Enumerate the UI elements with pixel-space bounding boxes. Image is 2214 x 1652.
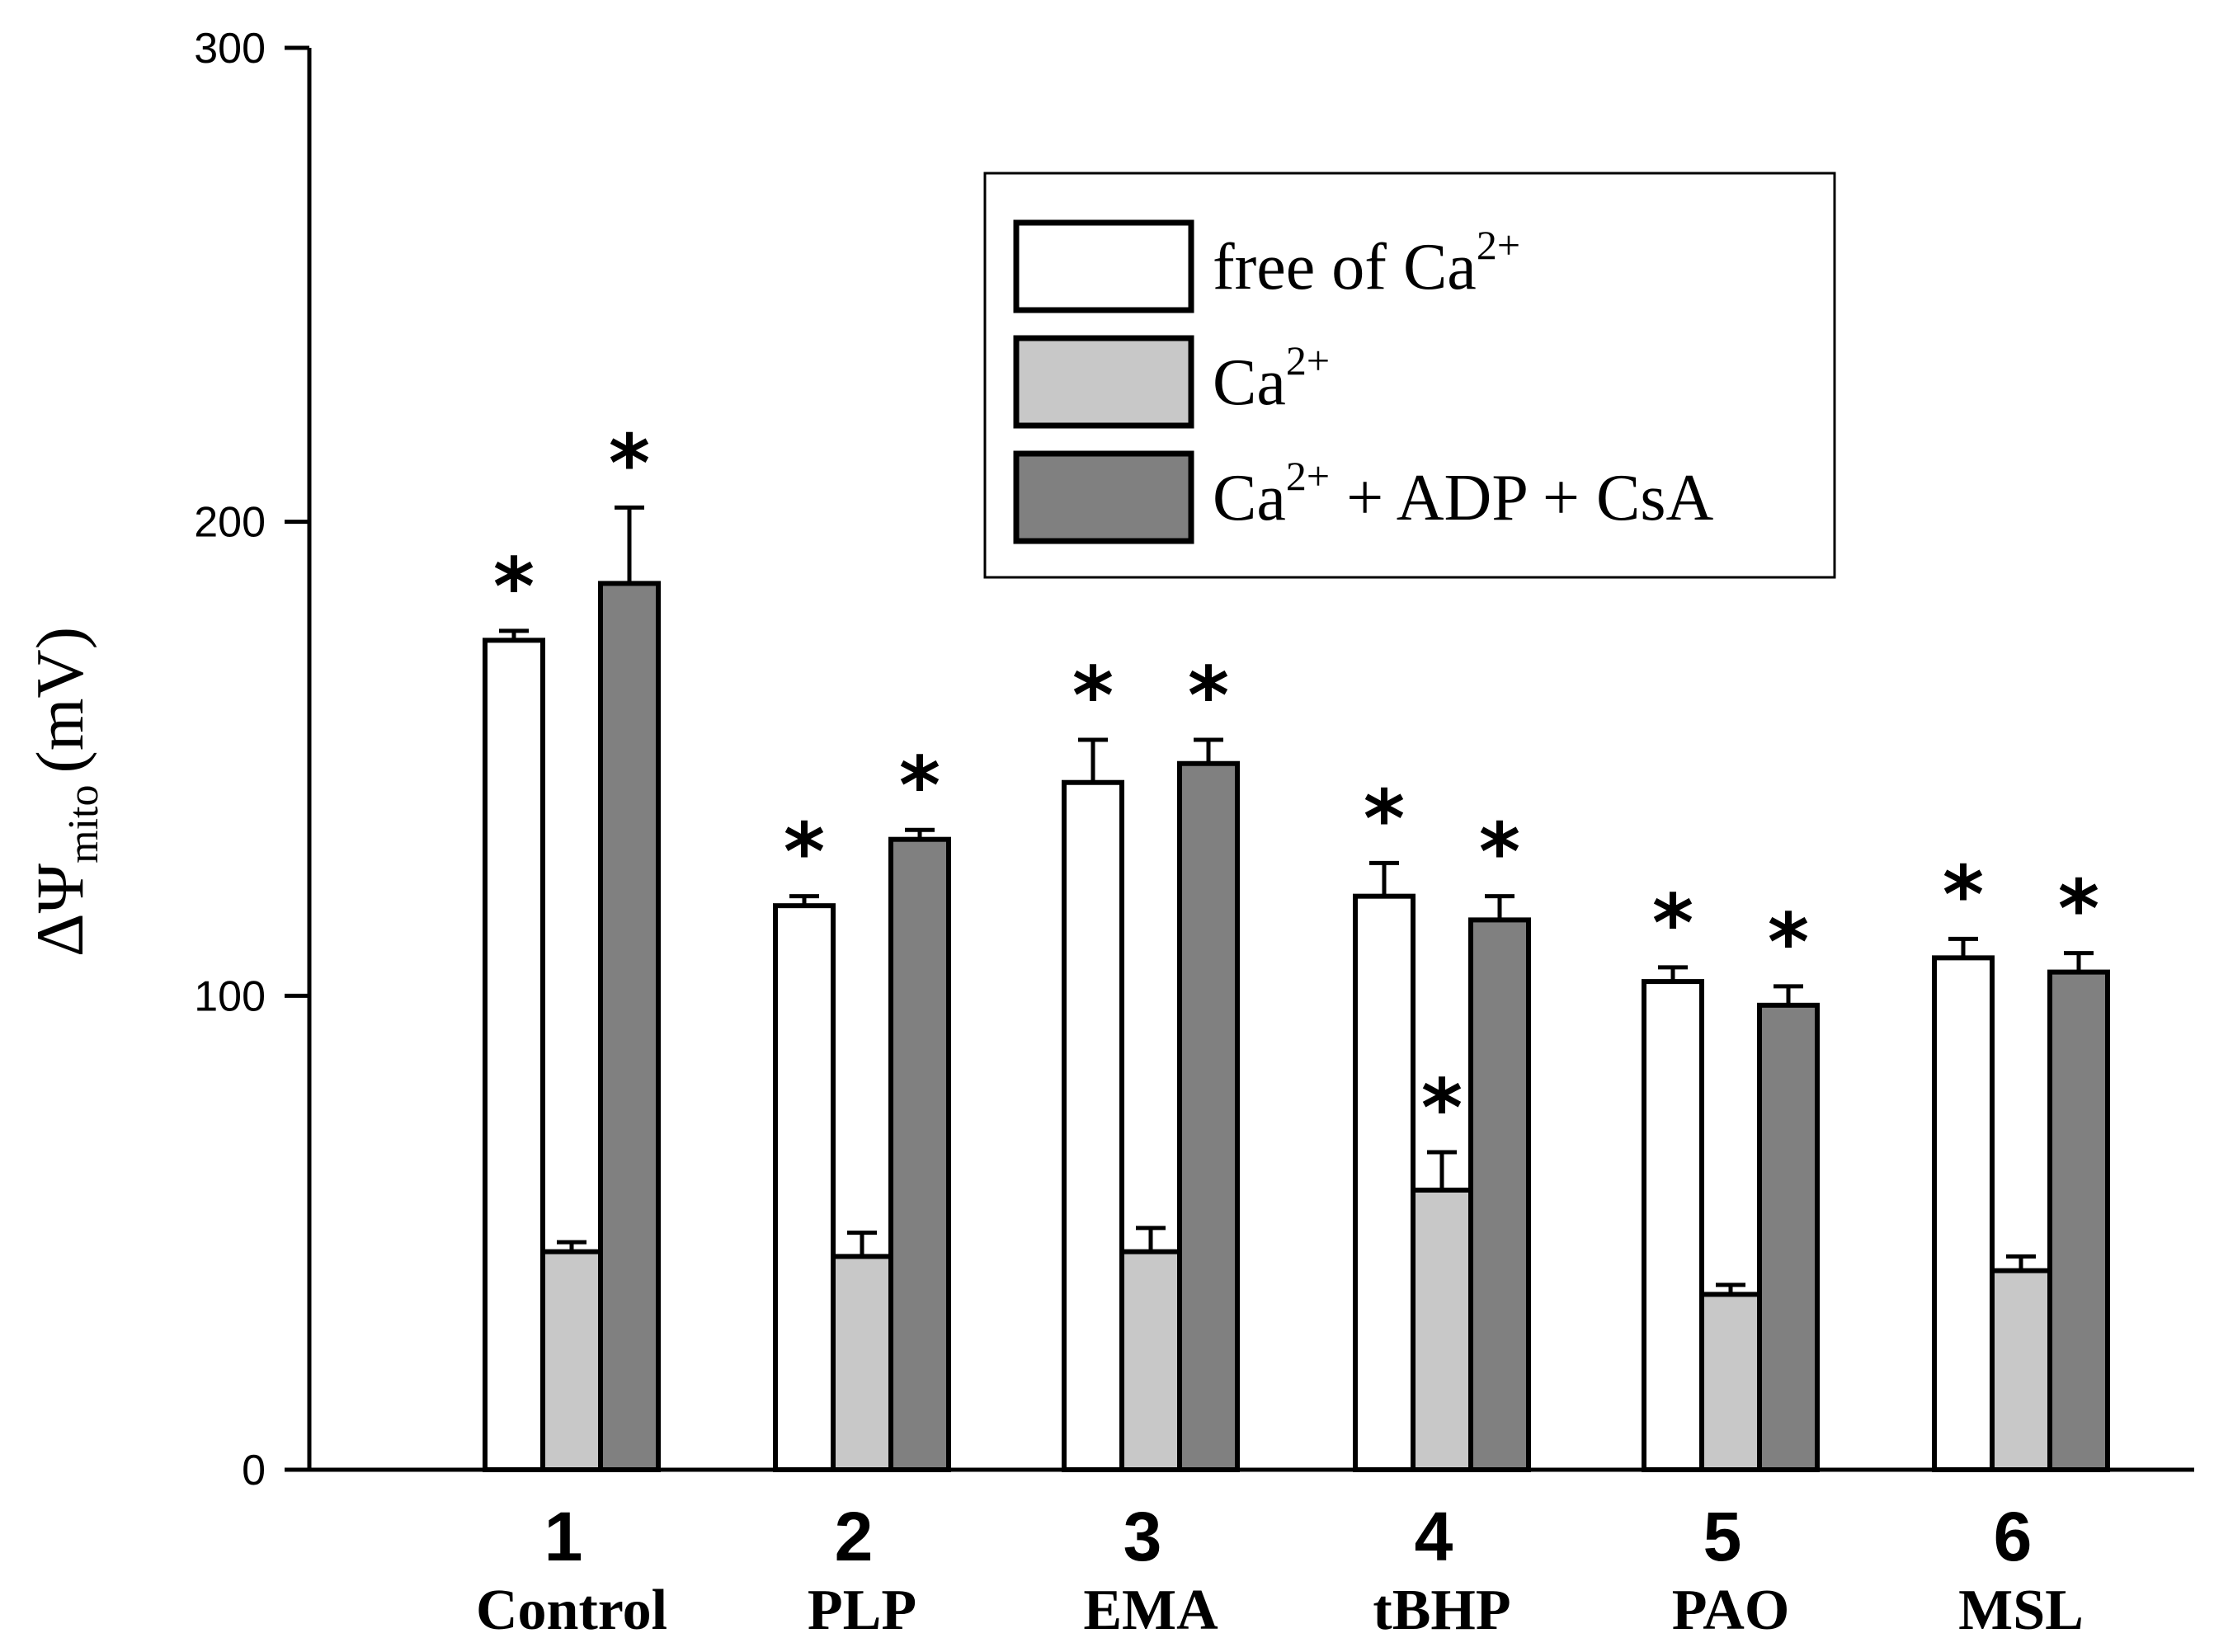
x-tick-label: 1 (544, 1498, 583, 1575)
y-axis-unit: (mV) (22, 627, 97, 774)
significance-star: * (1188, 650, 1229, 742)
bar-free-of-ca-ema (1062, 779, 1124, 1472)
x-tick-label: 2 (835, 1498, 874, 1575)
x-tick-label: 3 (1123, 1498, 1162, 1575)
legend-swatch-ca-adp-csa (1013, 450, 1194, 544)
bar-free-of-ca-control (483, 638, 545, 1472)
legend-swatch-ca (1013, 335, 1194, 429)
x-category-name: PAO (1672, 1579, 1790, 1642)
significance-star: * (1364, 773, 1405, 865)
bar-ca-adp-csa-control (598, 581, 661, 1473)
significance-star: * (493, 541, 535, 633)
svg-text:ΔΨmito(mV): ΔΨmito (mV) (22, 627, 107, 957)
y-tick-label: 100 (194, 972, 266, 1020)
legend-label-free-of-ca: free of Ca2+ (1213, 222, 1520, 304)
y-axis-symbol: ΔΨ (22, 863, 97, 957)
bar-ca-adp-csa-ema (1177, 760, 1240, 1472)
x-category-name: tBHP (1373, 1579, 1510, 1642)
significance-star: * (2058, 864, 2099, 956)
x-category-name: MSL (1958, 1579, 2084, 1642)
bar-ca-control (540, 1249, 603, 1472)
x-category-name: Control (476, 1579, 667, 1642)
bar-ca-pao (1699, 1292, 1762, 1472)
bar-ca-plp (831, 1254, 893, 1473)
significance-star: * (784, 807, 825, 899)
legend: free of Ca2+ Ca2+ Ca2+ + ADP + CsA (983, 172, 1836, 579)
significance-star: * (1479, 807, 1520, 899)
bar-free-of-ca-pao (1642, 979, 1704, 1473)
legend-label-ca-adp-csa: Ca2+ + ADP + CsA (1213, 453, 1713, 534)
x-category-name: EMA (1083, 1579, 1218, 1642)
x-tick-label: 6 (1994, 1498, 2033, 1575)
legend-label-ca: Ca2+ (1213, 337, 1330, 419)
bar-ca-adp-csa-plp (888, 836, 951, 1472)
y-axis-label: ΔΨmito (mV) (22, 627, 107, 957)
bar-free-of-ca-tbhp (1353, 893, 1416, 1472)
y-tick-label: 300 (194, 25, 266, 73)
significance-star: * (1943, 849, 1984, 941)
bar-ca-adp-csa-tbhp (1468, 917, 1531, 1473)
y-tick-label: 0 (242, 1447, 266, 1494)
y-tick-label: 200 (194, 499, 266, 547)
bar-ca-ema (1119, 1249, 1182, 1472)
significance-star: * (1768, 897, 1809, 989)
bar-ca-msl (1990, 1268, 2052, 1473)
bar-ca-adp-csa-msl (2047, 969, 2110, 1472)
x-tick-label: 5 (1703, 1498, 1742, 1575)
x-category-name: PLP (808, 1579, 916, 1642)
significance-star: * (609, 417, 650, 510)
y-axis-subscript: mito (60, 785, 107, 864)
bar-free-of-ca-msl (1932, 955, 1995, 1472)
x-tick-label: 4 (1415, 1498, 1453, 1575)
legend-swatch-free-of-ca (1013, 219, 1194, 313)
bar-ca-tbhp (1411, 1187, 1473, 1472)
bar-ca-adp-csa-pao (1757, 1002, 1820, 1472)
significance-star: * (1072, 650, 1114, 742)
significance-star: * (899, 740, 940, 832)
bar-free-of-ca-plp (773, 903, 836, 1472)
significance-star: * (1421, 1062, 1463, 1155)
significance-star: * (1652, 878, 1693, 970)
